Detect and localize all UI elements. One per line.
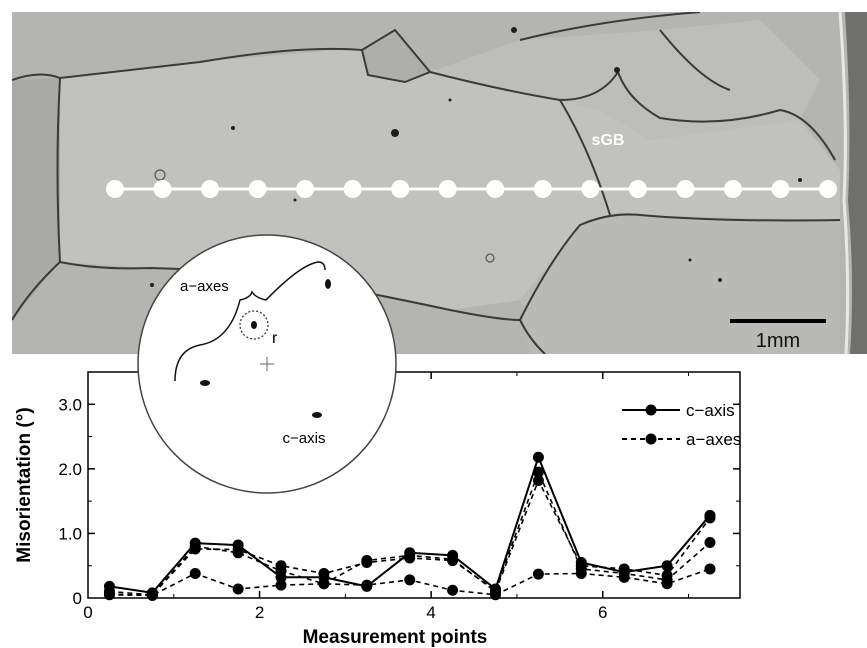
a-axes-bracket (174, 261, 326, 382)
transect-point (296, 180, 315, 198)
series-1-point (532, 466, 544, 478)
y-axis-label: Misorientation (°) (14, 407, 35, 562)
series-0-point (103, 580, 115, 592)
transect-point (723, 180, 742, 198)
y-tick-label: 2.0 (58, 460, 82, 479)
series-1-point (704, 536, 716, 548)
x-tick-label: 2 (255, 603, 264, 622)
series-0-point (232, 539, 244, 551)
y-tick-label: 1.0 (58, 524, 82, 543)
c-axis-point (312, 412, 322, 418)
series-3-point (404, 574, 416, 586)
sample-edge-highlight (838, 12, 850, 354)
grain-small (362, 30, 430, 82)
transect-point (628, 180, 647, 198)
a-axis-point-2 (200, 380, 210, 386)
transect-point (201, 180, 220, 198)
transect-point (106, 180, 124, 198)
y-tick-label: 3.0 (58, 395, 82, 414)
series-layer (103, 451, 716, 601)
sgb-label: sGB (592, 132, 625, 149)
series-1-point (661, 574, 673, 586)
transect-point (343, 180, 362, 198)
series-0-point (404, 547, 416, 559)
x-tick-label: 0 (83, 603, 92, 622)
legend-marker-c-axis (645, 404, 657, 416)
misorientation-plot: 0 1.0 2.0 3.0 0 2 4 6 c−axis a−axes Measurement… (14, 371, 741, 648)
a-axis-point-1 (325, 279, 331, 289)
series-0-point (361, 580, 373, 592)
transect-point (819, 180, 837, 198)
r-label: r (272, 330, 278, 347)
series-3-point (232, 583, 244, 595)
legend-marker-a-axes (645, 433, 657, 445)
series-1-point (275, 560, 287, 572)
transect-point (248, 180, 267, 198)
series-0-point (618, 566, 630, 578)
transect-point (771, 180, 790, 198)
a-axes-label: a−axes (180, 278, 229, 295)
series-0-point (318, 571, 330, 583)
grain-left (12, 78, 60, 320)
y-tick-label: 0 (73, 589, 82, 608)
series-3-point (704, 563, 716, 575)
series-3-point (275, 579, 287, 591)
transect-point (153, 180, 172, 198)
axis-ticks: 0 1.0 2.0 3.0 0 2 4 6 (58, 372, 740, 622)
transect-point (486, 180, 505, 198)
transect-point (438, 180, 457, 198)
scale-bar-label: 1mm (756, 330, 800, 352)
legend: c−axis a−axes (622, 401, 741, 449)
r-point (251, 321, 257, 329)
series-0-point (275, 571, 287, 583)
transect-points (106, 180, 837, 198)
series-0-point (575, 556, 587, 568)
x-axis-label: Measurement points (303, 627, 488, 648)
series-0-point (661, 560, 673, 572)
x-tick-label: 4 (426, 603, 435, 622)
transect-point (391, 180, 410, 198)
series-3-point (189, 567, 201, 579)
series-0-point (704, 509, 716, 521)
series-0-point (146, 587, 158, 599)
grain-upper-right (430, 20, 820, 140)
pole-figure: a−axes r c−axis (137, 234, 397, 494)
r-circle (239, 310, 269, 340)
series-0-point (532, 451, 544, 463)
x-tick-label: 6 (598, 603, 607, 622)
c-axis-label: c−axis (283, 430, 326, 447)
sample-edge (845, 12, 867, 354)
transect-point (581, 180, 600, 198)
transect-point (676, 180, 695, 198)
specks (150, 27, 802, 287)
series-0-point (490, 583, 501, 595)
series-3-point (447, 584, 459, 596)
transect-point (533, 180, 552, 198)
series-0-point (447, 549, 459, 561)
legend-label-a-axes: a−axes (686, 430, 741, 449)
series-0-point (189, 537, 201, 549)
legend-label-c-axis: c−axis (686, 401, 735, 420)
series-3-point (532, 568, 544, 580)
micrograph-image: sGB 1mm (12, 12, 867, 354)
series-1-point (361, 556, 373, 568)
